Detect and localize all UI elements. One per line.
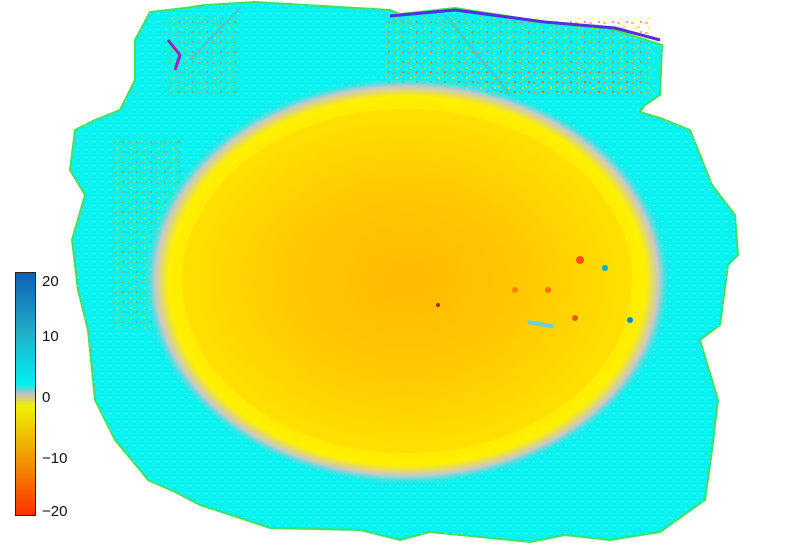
central-depression: [142, 76, 672, 486]
top-edge-anomaly: [166, 8, 661, 71]
colorbar-tick-label: 20: [42, 273, 59, 290]
track-lines: [188, 6, 512, 96]
colorbar-tick-label: −20: [42, 503, 68, 520]
colorbar-tick-label: 0: [42, 389, 51, 406]
colorbar-tick-label: 10: [42, 328, 59, 345]
colorbar-tick-label: −10: [42, 450, 68, 467]
surface-features: [436, 256, 633, 329]
colorbar-gradient: [15, 272, 36, 516]
